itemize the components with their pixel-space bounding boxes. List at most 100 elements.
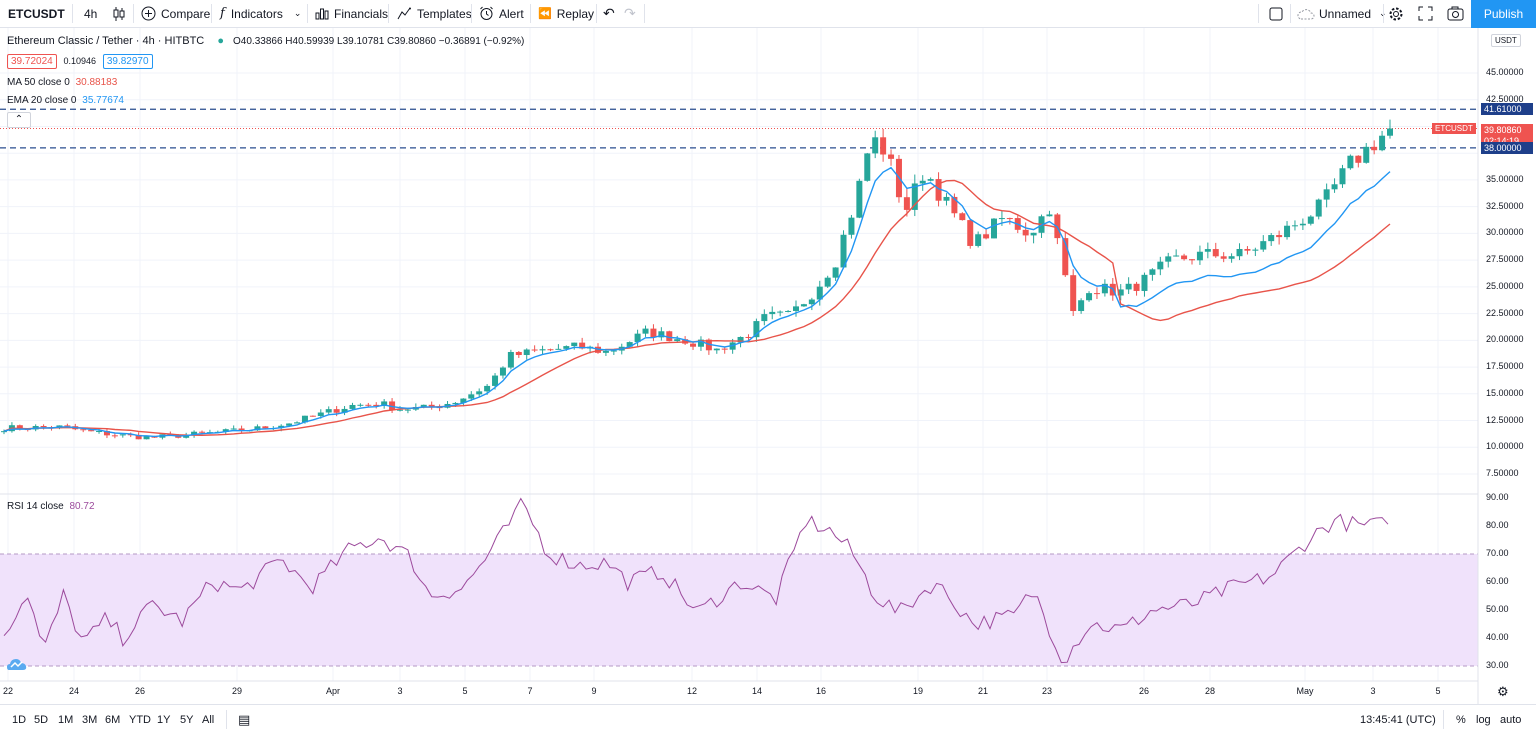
clock-timezone-button[interactable]: 13:45:41 (UTC) — [1360, 713, 1436, 726]
financials-button[interactable]: Financials — [315, 0, 388, 27]
layout-name-label: Unnamed — [1319, 6, 1372, 21]
collapse-legend-button[interactable]: ⌃ — [7, 112, 31, 128]
candle-body — [16, 425, 23, 430]
chevron-up-icon: ⌃ — [14, 114, 24, 125]
candle-body — [824, 277, 831, 287]
tradingview-logo-icon[interactable] — [6, 655, 28, 673]
fullscreen-icon[interactable] — [1418, 0, 1433, 27]
layout-name-button[interactable]: Unnamed ⌄ — [1297, 0, 1387, 27]
log-scale-toggle[interactable]: log — [1476, 713, 1491, 726]
toolbar-divider — [471, 4, 472, 23]
symbol-search-button[interactable]: ETCUSDT — [8, 6, 65, 21]
candle-body — [1173, 255, 1180, 257]
candle-body — [1260, 241, 1267, 250]
price-axis-tick: 12.50000 — [1486, 414, 1524, 425]
redo-icon[interactable]: ↷ — [624, 5, 636, 21]
price-axis-tick: 10.00000 — [1486, 441, 1524, 452]
auto-scale-toggle[interactable]: auto — [1500, 713, 1522, 726]
symbol-price-tag: ETCUSDT — [1432, 122, 1476, 134]
rsi-label: RSI 14 close — [7, 501, 64, 512]
symbol-title[interactable]: Ethereum Classic / Tether · 4h · HITBTC — [7, 35, 205, 47]
range-button-1y[interactable]: 1Y — [157, 713, 171, 726]
currency-label[interactable]: USDT — [1491, 34, 1521, 47]
camera-icon[interactable] — [1447, 0, 1464, 27]
candle-body — [1006, 218, 1013, 220]
candle-body — [381, 401, 388, 407]
publish-button[interactable]: Publish — [1471, 0, 1536, 28]
templates-label: Templates — [417, 6, 472, 21]
range-button-all[interactable]: All — [202, 713, 215, 726]
replay-button[interactable]: ⏪ Replay — [538, 0, 594, 27]
candle-body — [301, 415, 308, 423]
candle-body — [721, 348, 728, 350]
symbol-legend: Ethereum Classic / Tether · 4h · HITBTC … — [7, 35, 524, 47]
candle-body — [96, 431, 103, 433]
candle-body — [357, 404, 364, 406]
percent-scale-toggle[interactable]: % — [1456, 713, 1466, 726]
candle-body — [1117, 289, 1124, 296]
fullscreen-checkbox[interactable] — [1269, 0, 1283, 27]
templates-icon — [397, 7, 411, 20]
sell-price-box[interactable]: 39.72024 — [7, 54, 57, 69]
range-button-3m[interactable]: 3M — [82, 713, 98, 726]
candle-body — [959, 213, 966, 221]
range-button-1d[interactable]: 1D — [12, 713, 27, 726]
price-chart[interactable] — [0, 28, 1536, 704]
replay-label: Replay — [556, 6, 595, 21]
ema20-legend[interactable]: EMA 20 close 0 35.77674 — [7, 95, 124, 106]
chart-settings-gear-icon[interactable]: ⚙ — [1497, 684, 1509, 699]
candle-body — [571, 342, 578, 347]
range-button-5d[interactable]: 5D — [34, 713, 49, 726]
candle-body — [523, 349, 530, 356]
market-status-dot: ● — [217, 35, 224, 47]
square-icon — [1269, 7, 1283, 20]
ohlc-values: O40.33866 H40.59939 L39.10781 C39.80860 … — [233, 36, 525, 47]
goto-date-calendar-icon[interactable]: ▤ — [238, 711, 251, 727]
time-axis-tick: 5 — [462, 686, 468, 696]
candle-body — [983, 234, 990, 239]
candle-body — [191, 431, 198, 435]
candle-body — [872, 137, 879, 154]
range-button-ytd[interactable]: YTD — [129, 713, 151, 726]
compare-label: Compare — [161, 6, 211, 21]
buy-price-box[interactable]: 39.82970 — [102, 54, 153, 69]
candle-body — [745, 336, 752, 338]
alert-button[interactable]: Alert — [479, 0, 524, 27]
time-axis-tick: 26 — [134, 686, 146, 696]
undo-icon[interactable]: ↶ — [603, 5, 615, 21]
candle-body — [397, 409, 403, 411]
chart-style-candles-icon[interactable] — [112, 0, 126, 27]
candle-body — [808, 299, 815, 305]
price-axis-tick: 32.50000 — [1486, 200, 1524, 211]
time-axis-tick: 29 — [231, 686, 243, 696]
price-axis-tick: 45.00000 — [1486, 67, 1524, 77]
candle-body — [690, 343, 697, 347]
range-button-1m[interactable]: 1M — [58, 713, 74, 726]
candle-body — [333, 409, 340, 413]
candle-body — [1165, 256, 1172, 262]
compare-button[interactable]: Compare — [141, 0, 210, 27]
candle-body — [1022, 229, 1029, 236]
candle-body — [1196, 251, 1203, 261]
candle-body — [800, 304, 807, 307]
toolbar-divider — [72, 4, 73, 23]
candle-body — [80, 429, 87, 431]
rsi-legend[interactable]: RSI 14 close 80.72 — [7, 501, 95, 512]
candle-body — [349, 404, 356, 409]
indicators-button[interactable]: f Indicators ⌄ — [220, 0, 301, 27]
candle-body — [650, 328, 657, 338]
ma50-legend[interactable]: MA 50 close 0 30.88183 — [7, 77, 117, 88]
settings-gear-icon[interactable] — [1388, 0, 1404, 27]
price-axis-tick: 15.00000 — [1486, 387, 1524, 398]
range-button-5y[interactable]: 5Y — [180, 713, 194, 726]
candle-body — [555, 348, 562, 350]
candle-body — [832, 267, 839, 278]
time-axis-tick: 3 — [1370, 686, 1376, 696]
templates-button[interactable]: Templates — [397, 0, 472, 27]
candle-body — [40, 425, 47, 428]
range-button-6m[interactable]: 6M — [105, 713, 121, 726]
candle-body — [777, 311, 784, 313]
toolbar-divider — [1383, 4, 1384, 23]
candle-body — [468, 394, 475, 399]
interval-button[interactable]: 4h — [84, 6, 98, 21]
